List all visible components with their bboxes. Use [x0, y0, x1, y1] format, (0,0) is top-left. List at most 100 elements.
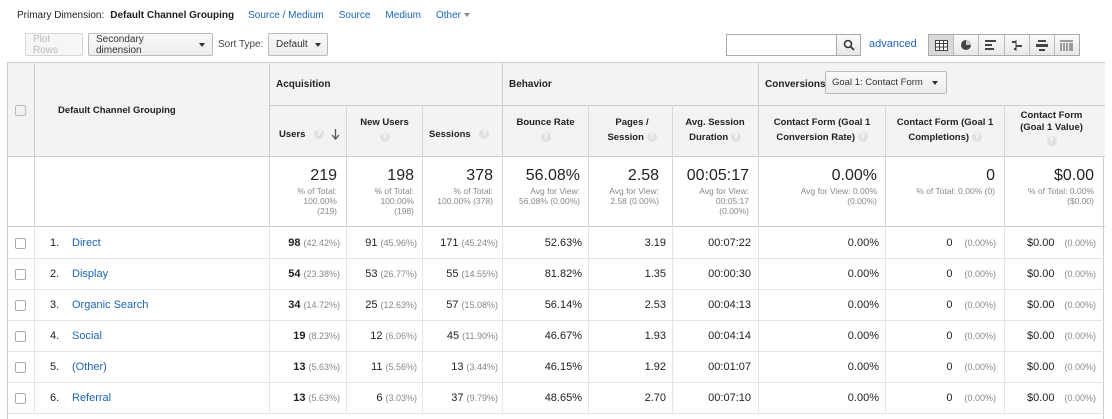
- conv-rate-header-label: Contact Form (Goal 1 Conversion Rate): [773, 117, 871, 143]
- performance-view-icon: [985, 39, 997, 50]
- sort-descending-icon: [331, 128, 340, 140]
- comparison-view-button[interactable]: [1005, 35, 1030, 55]
- row-users: 13 (5.63%): [270, 392, 340, 404]
- dimension-link-medium[interactable]: Medium: [385, 9, 421, 21]
- row-value-pct: (0.00%): [1064, 238, 1096, 248]
- row-channel-link[interactable]: (Other): [72, 361, 107, 373]
- search-input[interactable]: [726, 34, 837, 56]
- avg-session-duration-column-header[interactable]: Avg. Session Duration ?: [675, 115, 755, 145]
- row-completions-pct: (0.00%): [964, 331, 996, 341]
- row-value-value: $0.00: [1026, 268, 1055, 280]
- row-new-users: 12 (6.06%): [347, 330, 417, 342]
- row-sessions-pct: (11.90%): [462, 331, 498, 341]
- row-users: 19 (8.23%): [270, 330, 340, 342]
- plot-rows-button[interactable]: Plot Rows: [25, 33, 83, 56]
- row-users-pct: (42.42%): [303, 238, 340, 248]
- row-pages-session: 1.93: [644, 330, 666, 342]
- row-channel-link[interactable]: Referral: [72, 392, 112, 404]
- row-channel-link[interactable]: Direct: [72, 237, 101, 249]
- row-bounce-rate: 56.14%: [544, 299, 582, 311]
- row-new-users-pct: (12.63%): [380, 300, 417, 310]
- row-pages-session: 1.35: [644, 268, 666, 280]
- total-new-users-pct: 100.00%: [380, 196, 414, 206]
- row-channel-link[interactable]: Social: [72, 330, 102, 342]
- performance-view-button[interactable]: [979, 35, 1005, 55]
- chevron-down-icon: [314, 42, 321, 47]
- search-button[interactable]: [836, 34, 861, 56]
- bounce-rate-column-header[interactable]: Bounce Rate ?: [503, 115, 588, 145]
- pivot-view-icon: [1060, 40, 1074, 51]
- pie-view-button[interactable]: [954, 35, 980, 55]
- row-value-value: $0.00: [1026, 392, 1055, 404]
- row-checkbox[interactable]: [15, 331, 26, 342]
- users-column-header[interactable]: Users ?: [279, 127, 340, 142]
- acquisition-group-header: Acquisition: [276, 79, 331, 90]
- primary-dimension-label: Primary Dimension:: [17, 9, 105, 21]
- table-view-button[interactable]: [929, 35, 955, 55]
- row-new-users: 6 (3.03%): [347, 392, 417, 404]
- goal-select-value: Goal 1: Contact Form: [832, 77, 923, 88]
- pages-session-header-label: Pages / Session: [607, 117, 649, 143]
- row-sessions-pct: (45.24%): [461, 238, 498, 248]
- goal-completions-column-header[interactable]: Contact Form (Goal 1 Completions) ?: [888, 115, 1002, 145]
- secondary-dimension-dropdown[interactable]: Secondary dimension: [88, 33, 213, 56]
- row-new-users-value: 12: [370, 330, 383, 342]
- row-index: 1.: [50, 237, 60, 249]
- total-sessions: 378 % of Total: 100.00% (378): [425, 166, 493, 206]
- term-cloud-view-button[interactable]: [1030, 35, 1055, 55]
- table-row: 1. Direct 98 (42.42%) 91 (45.96%) 171 (45.24%) 5…: [8, 228, 1105, 259]
- row-index: 3.: [50, 299, 60, 311]
- goal-select-dropdown[interactable]: Goal 1: Contact Form: [825, 71, 947, 94]
- row-checkbox[interactable]: [15, 300, 26, 311]
- row-users: 13 (5.63%): [270, 361, 340, 373]
- conversions-group-header: Conversions: [765, 79, 826, 90]
- row-value-value: $0.00: [1026, 330, 1055, 342]
- sessions-column-header[interactable]: Sessions ?: [429, 127, 490, 142]
- row-sessions-value: 37: [451, 392, 464, 404]
- row-sessions: 45 (11.90%): [423, 330, 498, 342]
- row-checkbox[interactable]: [15, 269, 26, 280]
- total-pages-session: 2.58 Avg for View: 2.58 (0.00%): [592, 166, 659, 206]
- sort-type-dropdown[interactable]: Default: [268, 33, 328, 56]
- search-icon: [843, 39, 855, 51]
- new-users-column-header[interactable]: New Users ?: [347, 115, 422, 145]
- row-conv-rate: 0.00%: [847, 392, 879, 404]
- table-row: 3. Organic Search 34 (14.72%) 25 (12.63%) 57 (1…: [8, 290, 1105, 321]
- row-checkbox[interactable]: [15, 362, 26, 373]
- total-users-value: 219: [310, 167, 337, 184]
- row-pages-session: 1.92: [644, 361, 666, 373]
- help-icon: ?: [646, 132, 657, 143]
- row-checkbox[interactable]: [15, 238, 26, 249]
- dimension-link-other[interactable]: Other: [436, 10, 471, 21]
- row-completions: 0 (0.00%): [886, 392, 996, 404]
- row-users-pct: (8.23%): [308, 331, 340, 341]
- pivot-view-button[interactable]: [1055, 35, 1079, 55]
- dimension-link-source-medium[interactable]: Source / Medium: [248, 9, 324, 21]
- total-bounce-pct: 56.08% (0.00%): [519, 196, 580, 206]
- help-icon: ?: [971, 132, 982, 143]
- select-all-checkbox[interactable]: [15, 105, 26, 116]
- row-sessions-pct: (14.55%): [461, 269, 498, 279]
- sort-type-value: Default: [276, 39, 308, 50]
- row-checkbox[interactable]: [15, 393, 26, 404]
- sessions-header-label: Sessions: [429, 129, 471, 140]
- row-sessions: 55 (14.55%): [423, 268, 498, 280]
- pages-session-column-header[interactable]: Pages / Session ?: [604, 115, 660, 145]
- row-value: $0.00 (0.00%): [1005, 392, 1096, 404]
- total-bounce-caption: Avg for View:: [530, 186, 580, 196]
- goal-value-column-header[interactable]: Contact Form (Goal 1 Value) ?: [1014, 110, 1089, 147]
- dimension-column-header[interactable]: Default Channel Grouping: [58, 105, 176, 116]
- dimension-link-source[interactable]: Source: [338, 9, 371, 21]
- row-sessions-pct: (15.08%): [461, 300, 498, 310]
- behavior-group-header: Behavior: [509, 79, 552, 90]
- row-channel-link[interactable]: Display: [72, 268, 109, 280]
- total-sessions-caption: % of Total:: [453, 186, 493, 196]
- row-users-pct: (5.63%): [308, 362, 340, 372]
- total-avg-session-pct: (0.00%): [719, 206, 749, 216]
- row-users: 34 (14.72%): [270, 299, 340, 311]
- advanced-filter-link[interactable]: advanced: [869, 38, 917, 50]
- goal-conversion-rate-column-header[interactable]: Contact Form (Goal 1 Conversion Rate) ?: [765, 115, 879, 145]
- row-new-users-pct: (45.96%): [380, 238, 417, 248]
- row-channel-link[interactable]: Organic Search: [72, 299, 149, 311]
- sort-type-label: Sort Type:: [218, 39, 264, 50]
